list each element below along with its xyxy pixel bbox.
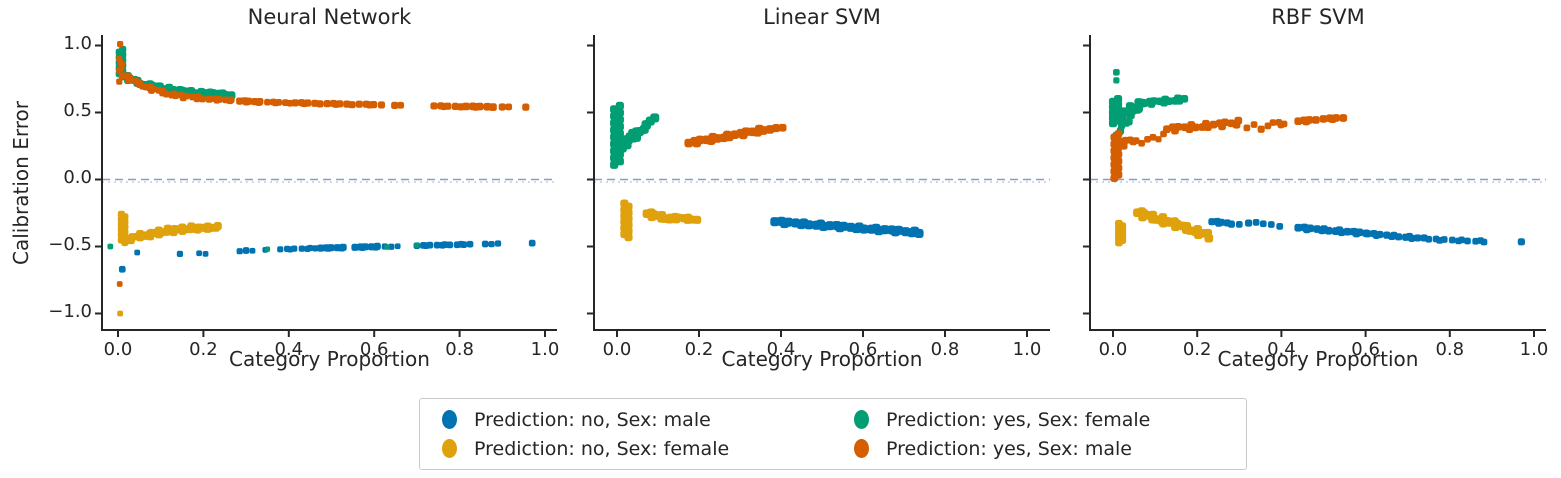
x-tick-label: 0.6 — [359, 339, 389, 360]
x-tick-label: 0.8 — [1435, 339, 1465, 360]
x-tick-label: 0.0 — [1098, 339, 1128, 360]
x-tick-label: 0.8 — [445, 339, 474, 360]
x-tick-label: 1.0 — [1012, 339, 1042, 360]
x-tick-label: 1.0 — [1519, 339, 1549, 360]
legend-item-yes-female: Prediction: yes, Sex: female — [854, 409, 1150, 431]
legend-marker-no-male-icon — [442, 410, 457, 429]
y-tick-label: 1.0 — [63, 32, 92, 54]
x-tick-label: 0.2 — [1182, 339, 1212, 360]
legend-item-no-female: Prediction: no, Sex: female — [442, 438, 854, 460]
x-tick-label: 0.6 — [848, 339, 878, 360]
x-tick-label: 0.8 — [930, 339, 960, 360]
legend-marker-yes-female-icon — [854, 410, 869, 429]
y-tick-label: −1.0 — [48, 300, 92, 322]
panel-title-neural-network: Neural Network — [247, 5, 412, 29]
x-tick-label: 0.4 — [766, 339, 796, 360]
legend-column-2: Prediction: yes, Sex: female Prediction:… — [854, 409, 1150, 460]
x-tick-label: 0.4 — [1267, 339, 1296, 360]
legend: Prediction: no, Sex: male Prediction: no… — [419, 398, 1247, 470]
legend-label: Prediction: no, Sex: female — [474, 437, 730, 460]
legend-item-no-male: Prediction: no, Sex: male — [442, 409, 854, 431]
x-axis-label: Category Proportion — [721, 347, 923, 371]
x-axis-label: Category Proportion — [229, 347, 430, 371]
x-axis-label: Category Proportion — [1217, 347, 1419, 371]
x-tick-label: 0.2 — [684, 339, 714, 360]
legend-label: Prediction: yes, Sex: female — [886, 408, 1151, 431]
x-tick-label: 0.4 — [274, 339, 304, 360]
y-tick-label: 0.5 — [63, 99, 92, 121]
x-tick-label: 0.0 — [602, 339, 632, 360]
x-tick-label: 0.6 — [1351, 339, 1380, 360]
y-tick-label: 0.0 — [63, 166, 92, 188]
x-tick-label: 0.2 — [189, 339, 218, 360]
x-tick-label: 0.0 — [103, 339, 133, 360]
legend-item-yes-male: Prediction: yes, Sex: male — [854, 438, 1150, 460]
panel-title-linear-svm: Linear SVM — [763, 5, 881, 29]
panel-title-rbf-svm: RBF SVM — [1271, 5, 1365, 29]
legend-label: Prediction: yes, Sex: male — [886, 437, 1132, 460]
x-tick-label: 1.0 — [530, 339, 560, 360]
legend-label: Prediction: no, Sex: male — [474, 408, 711, 431]
legend-column-1: Prediction: no, Sex: male Prediction: no… — [442, 409, 854, 460]
legend-marker-yes-male-icon — [854, 439, 869, 458]
legend-marker-no-female-icon — [442, 439, 457, 458]
y-tick-label: −0.5 — [48, 233, 92, 255]
